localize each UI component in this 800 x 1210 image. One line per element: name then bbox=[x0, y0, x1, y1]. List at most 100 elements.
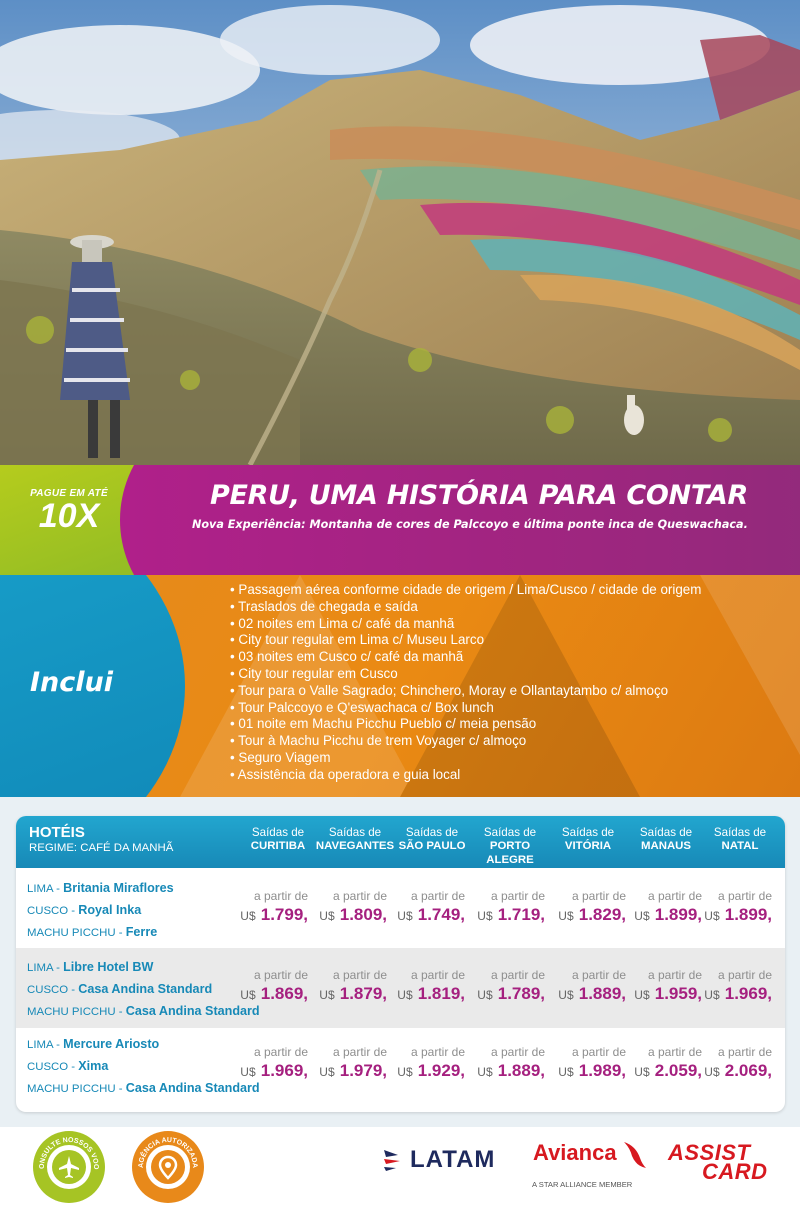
list-item: Traslados de chegada e saída bbox=[230, 599, 701, 616]
city-name: SÃO PAULO bbox=[398, 840, 466, 852]
hotel-city: CUSCO bbox=[27, 905, 69, 917]
departures-prefix: Saídas de bbox=[405, 826, 459, 839]
price-cell: a partir de U$ 1.789, bbox=[477, 968, 545, 1003]
price-value: 1.899, bbox=[724, 905, 772, 924]
hotel-city: CUSCO bbox=[27, 984, 69, 996]
price-cell: a partir de U$ 1.899, bbox=[704, 889, 772, 924]
price-cell: a partir de U$ 2.059, bbox=[634, 1045, 702, 1080]
latam-logo-icon bbox=[380, 1146, 406, 1178]
assist-card-logo: ASSIST CARD bbox=[668, 1140, 768, 1184]
price-value: 1.929, bbox=[417, 1061, 465, 1080]
hotel-line: MACHU PICCHU - Ferre bbox=[27, 925, 158, 939]
list-item: City tour regular em Cusco bbox=[230, 666, 701, 683]
hotel-line: LIMA - Britania Miraflores bbox=[27, 881, 174, 895]
installments-label: PAGUE EM ATÉ bbox=[30, 488, 108, 499]
hotel-line: MACHU PICCHU - Casa Andina Standard bbox=[27, 1081, 260, 1095]
price-value: 1.879, bbox=[339, 984, 387, 1003]
list-item: Tour à Machu Picchu de trem Voyager c/ a… bbox=[230, 733, 701, 750]
list-item: 03 noites em Cusco c/ café da manhã bbox=[230, 649, 701, 666]
city-name: VITÓRIA bbox=[564, 840, 612, 852]
hotel-city: MACHU PICCHU bbox=[27, 1083, 116, 1095]
departures-prefix: Saídas de bbox=[483, 826, 537, 839]
price-value: 1.889, bbox=[578, 984, 626, 1003]
title-banner bbox=[0, 465, 800, 575]
hotels-label: HOTÉIS bbox=[29, 824, 85, 841]
price-value: 1.959, bbox=[654, 984, 702, 1003]
departures-prefix: Saídas de bbox=[328, 826, 382, 839]
hotel-name: Britania Miraflores bbox=[63, 881, 174, 895]
price-cell: a partir de U$ 1.829, bbox=[558, 889, 626, 924]
authorized-agency-badge[interactable]: AGÊNCIA AUTORIZADA bbox=[131, 1130, 205, 1204]
hotel-name: Xima bbox=[78, 1059, 109, 1073]
table-row: LIMA - Mercure Ariosto CUSCO - Xima MACH… bbox=[16, 1028, 785, 1108]
installments-count: 10X bbox=[38, 497, 100, 535]
price-value: 1.789, bbox=[497, 984, 545, 1003]
price-cell: a partir de U$ 1.889, bbox=[477, 1045, 545, 1080]
list-item: Seguro Viagem bbox=[230, 750, 701, 767]
column-header-sao-paulo: Saídas de SÃO PAULO bbox=[392, 826, 472, 853]
hotel-name: Royal Inka bbox=[78, 903, 142, 917]
city-name: PORTO ALEGRE bbox=[486, 840, 534, 866]
hotel-city: LIMA bbox=[27, 883, 53, 895]
price-cell: a partir de U$ 1.799, bbox=[240, 889, 308, 924]
column-header-curitiba: Saídas de CURITIBA bbox=[238, 826, 318, 853]
column-header-vitoria: Saídas de VITÓRIA bbox=[548, 826, 628, 853]
list-item: Tour Palccoyo e Q'eswachaca c/ Box lunch bbox=[230, 700, 701, 717]
hotel-name: Libre Hotel BW bbox=[63, 960, 154, 974]
flights-badge[interactable]: CONSULTE NOSSOS VOOS bbox=[29, 1125, 106, 1204]
hotel-line: CUSCO - Xima bbox=[27, 1059, 109, 1073]
location-pin-icon bbox=[158, 1155, 178, 1180]
includes-label-panel bbox=[0, 575, 185, 797]
price-value: 1.969, bbox=[260, 1061, 308, 1080]
price-value: 1.869, bbox=[260, 984, 308, 1003]
installments-badge: PAGUE EM ATÉ 10X bbox=[22, 488, 116, 533]
hotels-header: HOTÉIS REGIME: CAFÉ DA MANHÃ bbox=[29, 824, 173, 854]
price-value: 1.799, bbox=[260, 905, 308, 924]
list-item: City tour regular em Lima c/ Museu Larco bbox=[230, 632, 701, 649]
hotel-city: LIMA bbox=[27, 962, 53, 974]
price-value: 1.829, bbox=[578, 905, 626, 924]
hotel-line: LIMA - Mercure Ariosto bbox=[27, 1037, 160, 1051]
price-cell: a partir de U$ 1.869, bbox=[240, 968, 308, 1003]
price-cell: a partir de U$ 1.969, bbox=[240, 1045, 308, 1080]
hotel-line: MACHU PICCHU - Casa Andina Standard bbox=[27, 1004, 260, 1018]
hotel-name: Casa Andina Standard bbox=[125, 1004, 260, 1018]
hotel-line: CUSCO - Casa Andina Standard bbox=[27, 982, 213, 996]
price-value: 1.969, bbox=[724, 984, 772, 1003]
departures-prefix: Saídas de bbox=[561, 826, 615, 839]
hotel-city: MACHU PICCHU bbox=[27, 927, 116, 939]
hotel-city: CUSCO bbox=[27, 1061, 69, 1073]
price-value: 1.989, bbox=[578, 1061, 626, 1080]
departures-prefix: Saídas de bbox=[713, 826, 767, 839]
avianca-logo: Avianca bbox=[533, 1140, 617, 1165]
price-cell: a partir de U$ 1.819, bbox=[397, 968, 465, 1003]
list-item: Assistência da operadora e guia local bbox=[230, 767, 701, 784]
price-value: 1.819, bbox=[417, 984, 465, 1003]
price-table: HOTÉIS REGIME: CAFÉ DA MANHÃ Saídas de C… bbox=[16, 816, 785, 1112]
price-value: 1.979, bbox=[339, 1061, 387, 1080]
assist-card-line-2: CARD bbox=[702, 1159, 768, 1184]
departures-prefix: Saídas de bbox=[251, 826, 305, 839]
city-name: NAVEGANTES bbox=[315, 840, 395, 852]
price-value: 2.059, bbox=[654, 1061, 702, 1080]
price-cell: a partir de U$ 1.979, bbox=[319, 1045, 387, 1080]
list-item: 02 noites em Lima c/ café da manhã bbox=[230, 616, 701, 633]
includes-list: Passagem aérea conforme cidade de origem… bbox=[230, 582, 702, 784]
hotel-line: LIMA - Libre Hotel BW bbox=[27, 960, 154, 974]
departures-prefix: Saídas de bbox=[639, 826, 693, 839]
price-cell: a partir de U$ 1.719, bbox=[477, 889, 545, 924]
avianca-bird-icon bbox=[622, 1140, 648, 1174]
page-subtitle: Nova Experiência: Montanha de cores de P… bbox=[192, 518, 748, 531]
hero-photo bbox=[0, 0, 800, 465]
price-cell: a partir de U$ 1.969, bbox=[704, 968, 772, 1003]
price-value: 1.719, bbox=[497, 905, 545, 924]
regime-label: REGIME: CAFÉ DA MANHÃ bbox=[29, 842, 174, 854]
assist-card-line-1: ASSIST bbox=[668, 1140, 751, 1165]
column-header-manaus: Saídas de MANAUS bbox=[626, 826, 706, 853]
hotel-city: LIMA bbox=[27, 1039, 53, 1051]
hotel-name: Casa Andina Standard bbox=[125, 1081, 260, 1095]
list-item: Passagem aérea conforme cidade de origem… bbox=[230, 582, 701, 599]
table-row: LIMA - Libre Hotel BW CUSCO - Casa Andin… bbox=[16, 948, 785, 1028]
airplane-icon bbox=[59, 1156, 79, 1178]
price-cell: a partir de U$ 1.929, bbox=[397, 1045, 465, 1080]
